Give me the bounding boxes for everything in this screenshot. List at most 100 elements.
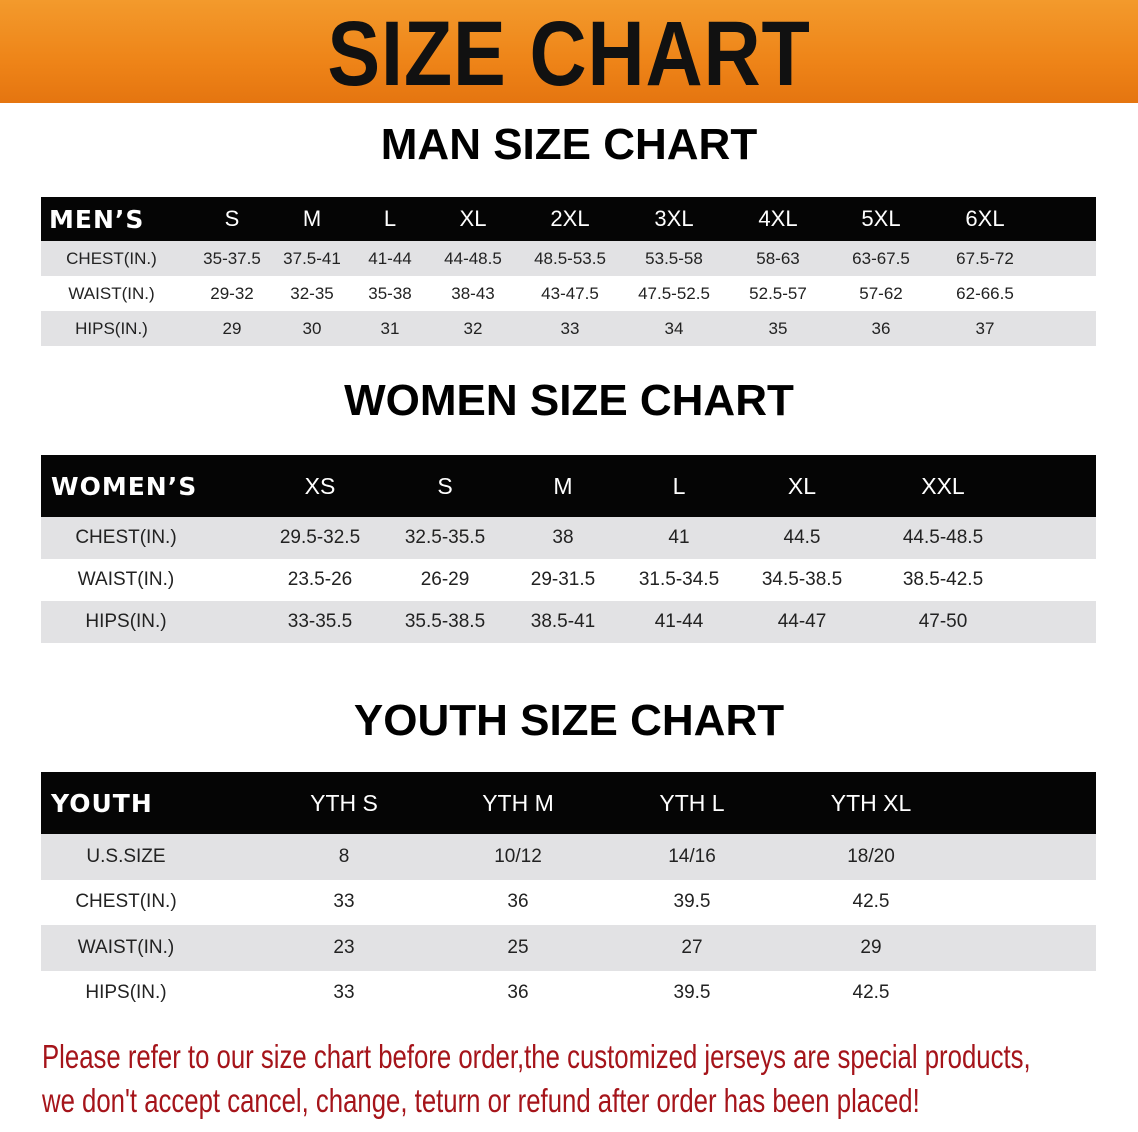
table-cell: 33 [333, 891, 355, 913]
table-cell: 41 [668, 527, 690, 548]
table-cell: 23 [333, 936, 355, 958]
table-cell: 39.5 [673, 982, 711, 1004]
table-row: CHEST(IN.) 33 36 39.5 42.5 [41, 879, 1096, 925]
table-cell: 63-67.5 [852, 248, 910, 268]
table-row: HIPS(IN.) 33-35.5 35.5-38.5 38.5-41 41-44 44-… [41, 601, 1096, 643]
table-cell: 32.5-35.5 [404, 527, 486, 548]
size-column-header: L [383, 206, 397, 231]
table-row: WAIST(IN.) 23.5-26 26-29 29-31.5 31.5-34.5 34… [41, 559, 1096, 601]
table-cell: 67.5-72 [956, 248, 1014, 268]
table-cell: 36 [507, 982, 529, 1004]
row-label: CHEST(IN.) [66, 248, 157, 268]
women-size-table: WOMEN’S XS S M L XL XXL CHEST(IN.) 29.5-32.5 32.5… [41, 455, 1096, 644]
size-column-header: XS [304, 472, 336, 499]
size-column-header: S [437, 472, 453, 499]
table-row: CHEST(IN.) 35-37.5 37.5-41 41-44 44-48.5 48.5… [41, 241, 1096, 276]
table-cell: 34 [664, 318, 684, 338]
table-cell: 14/16 [668, 845, 716, 867]
table-cell: 37.5-41 [283, 248, 341, 268]
table-cell: 29.5-32.5 [279, 527, 361, 548]
table-cell: 42.5 [852, 982, 890, 1004]
row-label: CHEST(IN.) [75, 891, 177, 913]
table-cell: 38.5-41 [530, 611, 596, 632]
table-cell: 29-32 [210, 283, 254, 303]
size-column-header: YTH M [482, 789, 554, 816]
table-cell: 33 [560, 318, 580, 338]
row-label: WAIST(IN.) [77, 569, 175, 590]
table-cell: 38.5-42.5 [902, 569, 984, 590]
table-row: CHEST(IN.) 29.5-32.5 32.5-35.5 38 41 44.5 44.5… [41, 517, 1096, 559]
men-section-title: MAN SIZE CHART [380, 120, 758, 169]
row-label: WAIST(IN.) [77, 936, 175, 958]
banner: SIZE CHART [0, 0, 1138, 105]
table-cell: 43-47.5 [541, 283, 599, 303]
table-cell: 32 [463, 318, 483, 338]
banner-title: SIZE CHART [327, 3, 811, 105]
youth-section-title: YOUTH SIZE CHART [353, 696, 785, 745]
table-cell: 42.5 [852, 891, 890, 913]
table-cell: 33 [333, 982, 355, 1004]
table-cell: 47.5-52.5 [638, 283, 710, 303]
table-cell: 33-35.5 [287, 611, 353, 632]
notice-line-2: we don't accept cancel, change, teturn o… [42, 1082, 920, 1119]
youth-header-label: YOUTH [51, 788, 153, 818]
table-cell: 18/20 [847, 845, 895, 867]
row-label: WAIST(IN.) [68, 283, 155, 303]
table-row: U.S.SIZE 8 10/12 14/16 18/20 [41, 834, 1096, 880]
size-column-header: M [553, 472, 573, 499]
table-cell: 44.5-48.5 [902, 527, 984, 548]
size-column-header: XXL [921, 472, 965, 499]
size-column-header: 6XL [965, 206, 1005, 231]
size-column-header: 5XL [861, 206, 901, 231]
size-column-header: YTH XL [830, 789, 912, 816]
table-cell: 26-29 [420, 569, 470, 590]
table-cell: 53.5-58 [645, 248, 703, 268]
size-column-header: M [302, 206, 322, 231]
table-cell: 62-66.5 [956, 283, 1014, 303]
table-cell: 38-43 [451, 283, 495, 303]
table-row: WAIST(IN.) 29-32 32-35 35-38 38-43 43-47.5 47.… [41, 276, 1096, 311]
table-cell: 41-44 [654, 611, 704, 632]
table-cell: 35-38 [368, 283, 412, 303]
size-column-header: S [224, 206, 240, 231]
men-header-label: MEN’S [49, 204, 145, 234]
size-column-header: YTH L [659, 789, 725, 816]
table-cell: 44-47 [777, 611, 827, 632]
size-column-header: YTH S [310, 789, 378, 816]
table-cell: 29-31.5 [530, 569, 596, 590]
youth-size-table: YOUTH YTH S YTH M YTH L YTH XL U.S.SIZE 8 10/12… [41, 772, 1096, 1016]
table-cell: 32-35 [290, 283, 334, 303]
table-cell: 29 [222, 318, 242, 338]
row-label: HIPS(IN.) [85, 611, 167, 632]
men-table-header: MEN’S S M L XL 2XL 3XL 4XL 5XL 6XL [41, 197, 1096, 241]
table-cell: 36 [871, 318, 891, 338]
table-cell: 30 [302, 318, 322, 338]
notice-line-1: Please refer to our size chart before or… [42, 1038, 1031, 1075]
row-label: CHEST(IN.) [75, 527, 177, 548]
table-cell: 38 [552, 527, 574, 548]
table-cell: 8 [338, 845, 350, 867]
row-label: U.S.SIZE [86, 845, 166, 867]
table-cell: 47-50 [918, 611, 968, 632]
table-row: HIPS(IN.) 33 36 39.5 42.5 [41, 970, 1096, 1016]
table-cell: 27 [681, 936, 703, 958]
table-cell: 35-37.5 [203, 248, 261, 268]
row-label: HIPS(IN.) [85, 982, 167, 1004]
size-column-header: L [672, 472, 686, 499]
table-cell: 23.5-26 [287, 569, 353, 590]
women-header-label: WOMEN’S [51, 471, 198, 501]
table-cell: 31.5-34.5 [638, 569, 720, 590]
table-cell: 39.5 [673, 891, 711, 913]
women-table-header: WOMEN’S XS S M L XL XXL [41, 455, 1096, 517]
table-cell: 44-48.5 [444, 248, 502, 268]
table-cell: 35 [768, 318, 788, 338]
table-cell: 34.5-38.5 [761, 569, 843, 590]
table-cell: 57-62 [859, 283, 903, 303]
table-cell: 52.5-57 [749, 283, 807, 303]
table-cell: 44.5 [783, 527, 821, 548]
size-column-header: 2XL [550, 206, 590, 231]
table-cell: 25 [507, 936, 529, 958]
table-cell: 41-44 [368, 248, 412, 268]
table-row: WAIST(IN.) 23 25 27 29 [41, 925, 1096, 971]
men-size-table: MEN’S S M L XL 2XL 3XL 4XL 5XL 6XL CHEST(IN.) 35-37… [41, 197, 1096, 346]
